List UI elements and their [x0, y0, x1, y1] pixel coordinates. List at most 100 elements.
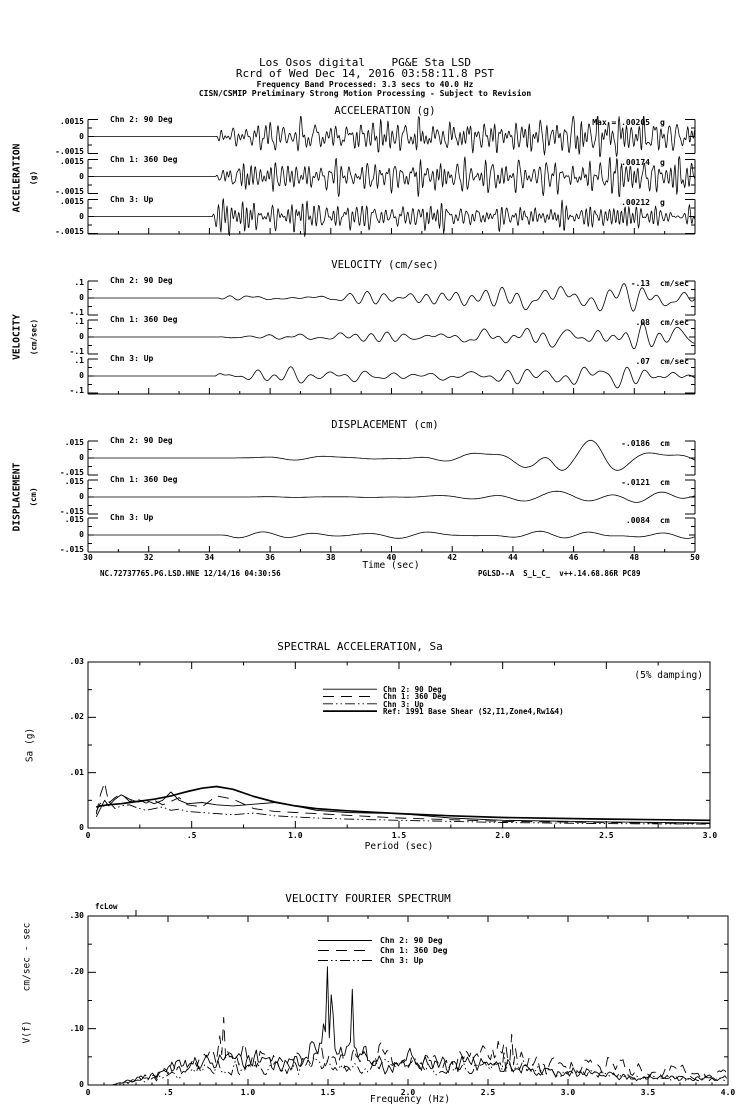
x-tick-label: 3.0	[560, 1088, 576, 1097]
x-tick-label: 44	[508, 553, 518, 562]
channel-label: Chn 3: Up	[110, 354, 154, 363]
y-tick-label: .0015	[59, 196, 84, 206]
y-tick-label: -.1	[69, 347, 84, 356]
y-tick-label: 0	[79, 453, 84, 462]
x-tick-label: 0	[85, 1088, 91, 1097]
velocity-axis-unit: (cm/sec)	[29, 318, 39, 356]
x-tick-label: 1.5	[391, 831, 407, 840]
fourier-y-axis-label: V(f)	[21, 1020, 33, 1044]
peak-units: g	[660, 117, 665, 127]
acceleration-axis-label: ACCELERATION	[11, 143, 23, 213]
x-tick-label: 3.0	[702, 831, 718, 840]
fourier-title: VELOCITY FOURIER SPECTRUM	[285, 892, 451, 905]
y-tick-label: 0	[79, 293, 84, 302]
peak-units: cm	[660, 516, 670, 525]
x-tick-label: 34	[204, 553, 215, 562]
processing-note: CISN/CSMIP Preliminary Strong Motion Pro…	[198, 89, 532, 98]
x-tick-label: .5	[186, 831, 197, 840]
y-tick-label: .10	[69, 1023, 84, 1033]
x-tick-label: 40	[386, 553, 397, 562]
y-tick-label: .015	[64, 515, 84, 524]
peak-value: .0084	[625, 516, 650, 525]
peak-units: cm	[660, 439, 670, 448]
displacement-title: DISPLACEMENT (cm)	[331, 419, 439, 431]
legend-label: Chn 3: Up	[383, 699, 424, 709]
channel-label: Chn 2: 90 Deg	[110, 114, 173, 124]
peak-units: cm/sec	[660, 318, 689, 327]
fourier-fclow-marker: fcLow	[95, 902, 118, 911]
y-tick-label: .20	[69, 967, 84, 977]
sa-title: SPECTRAL ACCELERATION, Sa	[277, 640, 443, 653]
legend-label: Chn 3: Up	[380, 956, 424, 965]
sa-y-axis-label: Sa (g)	[24, 727, 36, 763]
x-tick-label: 2.5	[599, 831, 614, 840]
peak-value: -.0121	[621, 478, 650, 487]
x-tick-label: 42	[447, 553, 458, 562]
peak-value: -.13	[630, 279, 650, 288]
y-tick-label: 0	[79, 332, 84, 341]
x-tick-label: 32	[143, 553, 154, 562]
x-tick-label: 1.0	[288, 831, 303, 840]
sa-damping-note: (5% damping)	[634, 670, 703, 681]
y-tick-label: .02	[69, 712, 84, 722]
y-tick-label: .0015	[59, 116, 84, 126]
channel-label: Chn 1: 360 Deg	[110, 475, 178, 484]
peak-value: .00212	[621, 197, 650, 207]
peak-value: -.0186	[621, 439, 650, 448]
displacement-axis-unit: (cm)	[29, 487, 38, 507]
x-tick-label: 36	[265, 553, 275, 562]
channel-label: Chn 1: 360 Deg	[110, 315, 178, 324]
peak-units: g	[660, 157, 665, 167]
time-axis-label: Time (sec)	[362, 560, 420, 571]
y-tick-label: 0	[79, 492, 84, 501]
y-tick-label: 0	[79, 823, 84, 832]
legend-label: Chn 1: 360 Deg	[383, 692, 447, 702]
record-date: Rcrd of Wed Dec 14, 2016 03:58:11.8 PST	[235, 67, 495, 80]
legend-label: Chn 2: 90 Deg	[383, 685, 442, 694]
y-tick-label: .1	[74, 317, 84, 326]
legend-label: Chn 1: 360 Deg	[380, 946, 448, 955]
frequency-band-note: Frequency Band Processed: 3.3 secs to 40…	[256, 80, 474, 89]
fourier-x-axis-label: Frequency (Hz)	[369, 1094, 451, 1105]
fourier-y-axis-unit: cm/sec - sec	[21, 922, 33, 992]
y-tick-label: 0	[79, 530, 84, 539]
acceleration-axis-unit: (g)	[29, 170, 38, 186]
y-tick-label: .01	[69, 767, 84, 777]
channel-label: Chn 3: Up	[110, 194, 154, 204]
x-tick-label: 46	[568, 553, 579, 562]
x-tick-label: 48	[629, 553, 640, 562]
x-tick-label: 30	[83, 553, 93, 562]
x-tick-label: 50	[690, 553, 700, 562]
y-tick-label: -.015	[59, 468, 84, 477]
y-tick-label: 0	[79, 371, 84, 380]
sa-x-axis-label: Period (sec)	[364, 841, 434, 852]
peak-units: g	[660, 197, 665, 207]
channel-label: Chn 3: Up	[110, 513, 154, 522]
station-title: Los Osos digital PG&E Sta LSD	[259, 56, 471, 69]
displacement-axis-label: DISPLACEMENT	[11, 462, 23, 532]
y-tick-label: 0	[79, 131, 84, 141]
x-tick-label: 2.5	[480, 1088, 496, 1097]
processing-footer: PGLSD--A S_L_C_ v++.14.68.86R PC89	[478, 569, 641, 578]
channel-label: Chn 2: 90 Deg	[110, 276, 173, 285]
x-tick-label: 2.0	[495, 831, 510, 840]
peak-value: Max = .00205	[592, 117, 650, 127]
y-tick-label: -.0015	[55, 146, 84, 156]
y-tick-label: .015	[64, 438, 84, 447]
y-tick-label: -.1	[69, 386, 84, 395]
x-tick-label: 2.0	[400, 1088, 416, 1097]
y-tick-label: -.1	[69, 308, 84, 317]
x-tick-label: 3.5	[640, 1088, 656, 1097]
legend-label: Ref: 1991 Base Shear (S2,I1,Zone4,Rw1&4)	[383, 706, 564, 716]
velocity-axis-label: VELOCITY	[11, 314, 23, 360]
y-tick-label: 0	[79, 1080, 84, 1089]
legend-label: Chn 2: 90 Deg	[380, 936, 443, 945]
y-tick-label: .30	[69, 911, 84, 920]
y-tick-label: .015	[64, 477, 84, 486]
y-tick-label: .1	[74, 356, 84, 365]
peak-value: .07	[635, 357, 650, 366]
peak-units: cm/sec	[660, 357, 689, 366]
y-tick-label: 0	[79, 211, 84, 221]
